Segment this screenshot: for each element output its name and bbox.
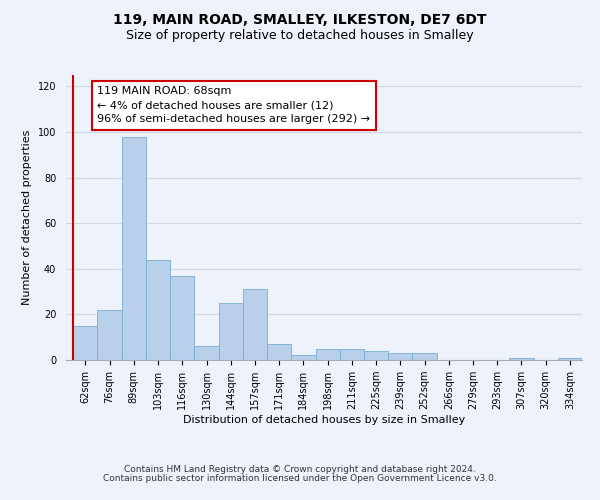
Bar xyxy=(291,356,316,360)
Text: Size of property relative to detached houses in Smalley: Size of property relative to detached ho… xyxy=(126,29,474,42)
Bar xyxy=(194,346,218,360)
Text: 119 MAIN ROAD: 68sqm
← 4% of detached houses are smaller (12)
96% of semi-detach: 119 MAIN ROAD: 68sqm ← 4% of detached ho… xyxy=(97,86,371,124)
Bar xyxy=(73,326,97,360)
Y-axis label: Number of detached properties: Number of detached properties xyxy=(22,130,32,305)
Bar xyxy=(340,348,364,360)
Text: Contains public sector information licensed under the Open Government Licence v3: Contains public sector information licen… xyxy=(103,474,497,483)
Bar xyxy=(243,290,267,360)
Bar xyxy=(558,358,582,360)
Bar xyxy=(267,344,291,360)
Bar xyxy=(218,303,243,360)
Bar xyxy=(97,310,122,360)
Bar xyxy=(146,260,170,360)
Bar xyxy=(170,276,194,360)
Bar xyxy=(122,136,146,360)
Text: Contains HM Land Registry data © Crown copyright and database right 2024.: Contains HM Land Registry data © Crown c… xyxy=(124,466,476,474)
Bar xyxy=(388,353,412,360)
X-axis label: Distribution of detached houses by size in Smalley: Distribution of detached houses by size … xyxy=(183,415,465,425)
Bar xyxy=(412,353,437,360)
Bar xyxy=(316,348,340,360)
Text: 119, MAIN ROAD, SMALLEY, ILKESTON, DE7 6DT: 119, MAIN ROAD, SMALLEY, ILKESTON, DE7 6… xyxy=(113,12,487,26)
Bar xyxy=(364,351,388,360)
Bar xyxy=(509,358,533,360)
